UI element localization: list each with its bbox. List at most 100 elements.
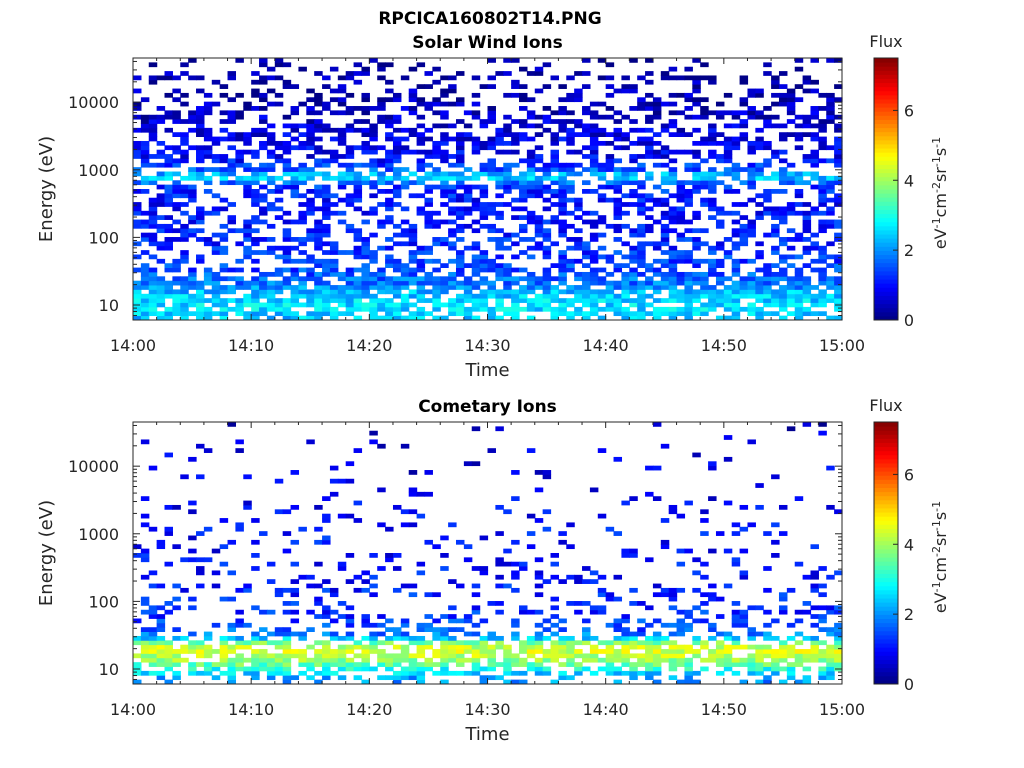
heatmap-cell [337, 210, 347, 216]
heatmap-cell [133, 223, 142, 229]
colorbar-step [874, 671, 898, 677]
heatmap-cell [188, 535, 197, 541]
heatmap-cell [652, 101, 662, 107]
heatmap-cell [794, 631, 804, 637]
heatmap-cell [400, 206, 410, 212]
heatmap-cell [471, 609, 481, 615]
heatmap-cell [329, 631, 339, 637]
heatmap-cell [597, 132, 607, 137]
heatmap-cell [519, 206, 528, 212]
heatmap-cell [582, 145, 591, 151]
heatmap-cell [731, 662, 741, 667]
heatmap-cell [700, 241, 709, 247]
heatmap-cell [731, 601, 741, 606]
heatmap-cell [290, 110, 300, 116]
heatmap-cell [739, 123, 749, 129]
heatmap-cell [487, 223, 496, 229]
heatmap-cell [613, 110, 623, 116]
heatmap-cell [778, 666, 788, 672]
heatmap-cell [353, 180, 363, 186]
heatmap-cell [274, 653, 284, 659]
heatmap-cell [243, 285, 252, 290]
heatmap-cell [322, 193, 331, 199]
heatmap-cell [203, 631, 213, 637]
heatmap-cell [542, 114, 552, 120]
heatmap-cell [613, 574, 623, 580]
heatmap-cell [306, 657, 315, 663]
heatmap-cell [432, 618, 441, 624]
heatmap-cell [652, 618, 662, 624]
heatmap-cell [251, 631, 260, 637]
heatmap-cell [266, 662, 276, 667]
heatmap-cell [298, 250, 307, 255]
heatmap-cell [495, 504, 504, 510]
heatmap-cell [786, 92, 796, 98]
heatmap-cell [605, 197, 615, 203]
heatmap-cell [700, 302, 709, 308]
heatmap-cell [164, 452, 173, 458]
heatmap-cell [385, 97, 394, 103]
heatmap-cell [558, 97, 567, 103]
heatmap-cell [629, 84, 638, 89]
heatmap-cell [652, 241, 662, 247]
heatmap-cell [747, 306, 756, 312]
heatmap-cell [715, 210, 725, 216]
heatmap-cell [550, 158, 559, 164]
heatmap-cell [251, 518, 260, 523]
colorbar-step [874, 78, 898, 84]
heatmap-cell [455, 193, 465, 199]
heatmap-cell [424, 258, 433, 264]
heatmap-cell [298, 180, 307, 186]
heatmap-cell [574, 237, 583, 242]
heatmap-cell [345, 180, 355, 186]
heatmap-cell [329, 653, 339, 659]
heatmap-cell [188, 640, 197, 646]
heatmap-cell [739, 644, 749, 650]
heatmap-cell [400, 657, 410, 663]
heatmap-cell [771, 84, 780, 89]
heatmap-cell [274, 154, 284, 159]
heatmap-cell [156, 583, 166, 589]
heatmap-cell [211, 158, 221, 164]
heatmap-cell [731, 219, 741, 225]
heatmap-cell [156, 302, 166, 308]
heatmap-cell [369, 193, 378, 199]
heatmap-cell [550, 605, 559, 611]
heatmap-cell [416, 675, 426, 681]
heatmap-cell [416, 622, 426, 628]
heatmap-cell [416, 640, 426, 646]
heatmap-cell [550, 202, 559, 207]
heatmap-cell [471, 75, 481, 81]
heatmap-cell [471, 228, 481, 234]
heatmap-cell [723, 184, 733, 190]
heatmap-cell [660, 258, 670, 264]
heatmap-cell [243, 101, 252, 107]
heatmap-cell [574, 574, 583, 580]
heatmap-cell [337, 644, 347, 650]
heatmap-cell [637, 136, 646, 142]
heatmap-cell [274, 640, 284, 646]
colorbar-step [874, 156, 898, 161]
heatmap-cell [243, 162, 252, 168]
heatmap-cell [621, 289, 630, 295]
heatmap-cell [771, 311, 780, 317]
heatmap-cell [597, 640, 607, 646]
heatmap-cell [133, 106, 142, 111]
heatmap-cell [794, 123, 804, 129]
heatmap-cell [290, 245, 300, 251]
heatmap-cell [495, 267, 504, 273]
heatmap-cell [621, 171, 630, 177]
heatmap-cell [582, 315, 591, 321]
heatmap-cell [637, 601, 646, 606]
heatmap-cell [778, 504, 788, 510]
heatmap-cell [771, 250, 780, 255]
heatmap-cell [700, 258, 709, 264]
heatmap-cell [589, 254, 599, 260]
heatmap-cell [180, 119, 189, 124]
heatmap-cell [597, 171, 607, 177]
heatmap-cell [550, 315, 559, 321]
heatmap-cell [243, 315, 252, 321]
heatmap-cell [463, 175, 473, 181]
heatmap-cell [448, 171, 457, 177]
heatmap-cell [448, 649, 457, 654]
